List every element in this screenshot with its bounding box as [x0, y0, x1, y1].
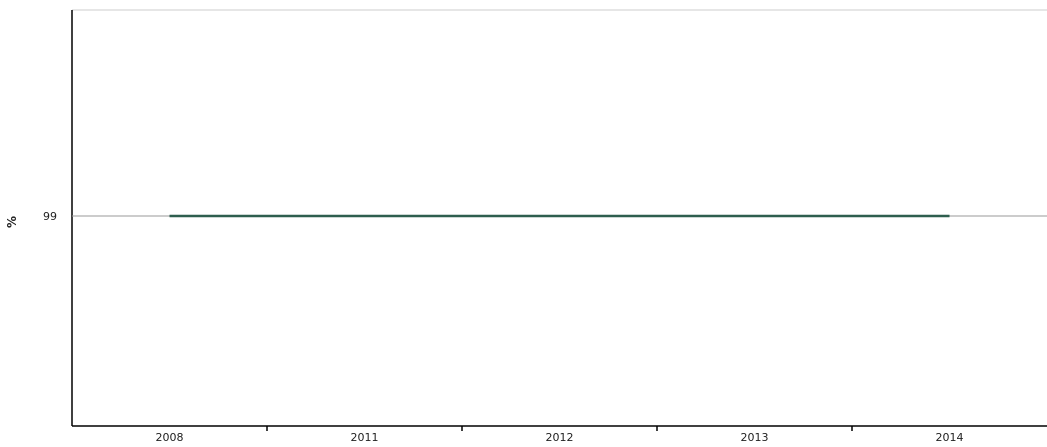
x-tick-label-2013: 2013 [741, 431, 769, 444]
x-tick-label-2014: 2014 [936, 431, 964, 444]
y-ticks: 99 [43, 210, 57, 223]
x-tick-label-2012: 2012 [546, 431, 574, 444]
x-ticks: 2008 2011 2012 2013 2014 [156, 426, 964, 444]
x-tick-label-2008: 2008 [156, 431, 184, 444]
y-tick-label-99: 99 [43, 210, 57, 223]
y-axis-label: % [5, 216, 19, 228]
x-tick-label-2011: 2011 [351, 431, 379, 444]
